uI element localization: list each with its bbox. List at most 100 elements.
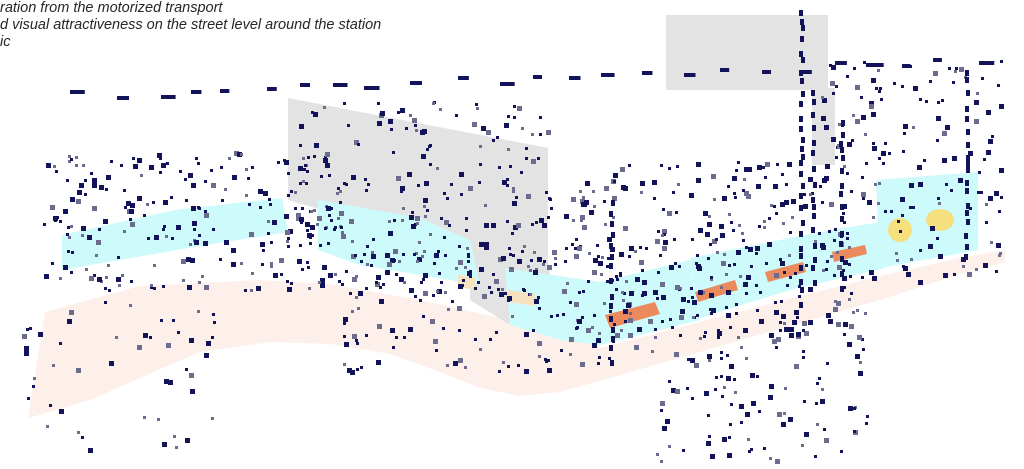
cloud-point (194, 240, 199, 245)
cloud-point (592, 190, 595, 193)
cloud-point (654, 328, 657, 331)
cloud-point (409, 114, 412, 117)
cloud-point (67, 226, 70, 229)
cloud-point (783, 412, 786, 415)
cloud-point (840, 450, 843, 453)
cloud-point (822, 269, 825, 272)
cloud-point (702, 291, 705, 294)
cloud-point (855, 354, 860, 359)
pole-point (841, 155, 845, 161)
pole-point (966, 167, 970, 173)
cloud-point (407, 172, 412, 177)
cloud-point (159, 157, 162, 160)
cloud-point (765, 162, 770, 167)
cloud-point (740, 346, 743, 349)
cloud-point (629, 246, 634, 251)
cloud-point (665, 419, 670, 424)
cloud-point (286, 240, 289, 243)
cloud-point (465, 229, 468, 232)
sidewalk-band (28, 250, 1005, 418)
cloud-point (850, 292, 853, 295)
scatter-points (22, 10, 1004, 464)
cloud-point (92, 206, 97, 211)
cloud-point (435, 349, 438, 352)
cloud-point (124, 206, 127, 209)
cloud-point (653, 290, 658, 295)
cloud-point (743, 328, 748, 333)
cloud-point (726, 376, 731, 381)
cloud-point (521, 250, 524, 253)
cloud-point (509, 165, 512, 168)
cloud-point (708, 435, 711, 438)
cloud-point (791, 199, 796, 204)
pole-point (840, 231, 844, 237)
cloud-point (756, 375, 759, 378)
cloud-point (856, 309, 859, 312)
cloud-point (97, 277, 102, 282)
cloud-point (250, 289, 253, 292)
cloud-point (628, 318, 633, 323)
cloud-point (375, 281, 378, 284)
cloud-point (660, 282, 665, 287)
cloud-point (998, 254, 1001, 257)
cloud-point (569, 353, 572, 356)
cloud-point (879, 87, 882, 90)
cloud-point (703, 335, 706, 338)
cloud-point (99, 185, 104, 190)
cloud-point (606, 265, 609, 268)
cloud-point (802, 356, 805, 359)
cloud-point (769, 457, 772, 460)
cloud-point (831, 65, 836, 70)
cloud-point (654, 336, 657, 339)
cloud-point (162, 442, 167, 447)
cloud-point (511, 315, 514, 318)
cloud-point (803, 400, 806, 403)
cloud-point (486, 130, 491, 135)
cloud-point (896, 259, 899, 262)
cloud-point (251, 272, 254, 275)
cloud-point (513, 116, 516, 119)
cloud-point (163, 225, 166, 228)
roof-point (364, 86, 380, 90)
pole-point (611, 200, 615, 206)
cloud-point (836, 301, 841, 306)
roof-point (333, 83, 348, 87)
cloud-point (379, 286, 382, 289)
cloud-point (90, 172, 93, 175)
cloud-point (869, 101, 874, 106)
cloud-point (598, 356, 601, 359)
cloud-point (484, 223, 489, 228)
cloud-point (952, 81, 955, 84)
cloud-point (489, 338, 492, 341)
cloud-point (750, 448, 753, 451)
pole-point (839, 241, 843, 247)
cloud-point (330, 219, 333, 222)
cloud-point (641, 294, 644, 297)
cloud-point (675, 285, 680, 290)
cloud-point (38, 332, 43, 337)
cloud-point (130, 222, 135, 227)
cloud-point (902, 150, 905, 153)
cloud-point (607, 237, 612, 242)
cloud-point (307, 156, 310, 159)
cloud-point (150, 284, 153, 287)
cloud-point (728, 436, 731, 439)
pole-point (610, 360, 614, 366)
cloud-point (272, 220, 277, 225)
cloud-point (446, 197, 449, 200)
cloud-point (762, 166, 765, 169)
cloud-point (502, 180, 507, 185)
cloud-point (526, 194, 531, 199)
cloud-point (322, 265, 327, 270)
cloud-point (612, 196, 617, 201)
cloud-point (743, 282, 748, 287)
cloud-point (613, 323, 616, 326)
cloud-point (133, 164, 138, 169)
cloud-point (81, 234, 84, 237)
cloud-point (874, 183, 877, 186)
cloud-point (918, 182, 923, 187)
cloud-point (287, 194, 290, 197)
cloud-point (263, 191, 268, 196)
cloud-point (325, 163, 330, 168)
cloud-point (284, 160, 289, 165)
